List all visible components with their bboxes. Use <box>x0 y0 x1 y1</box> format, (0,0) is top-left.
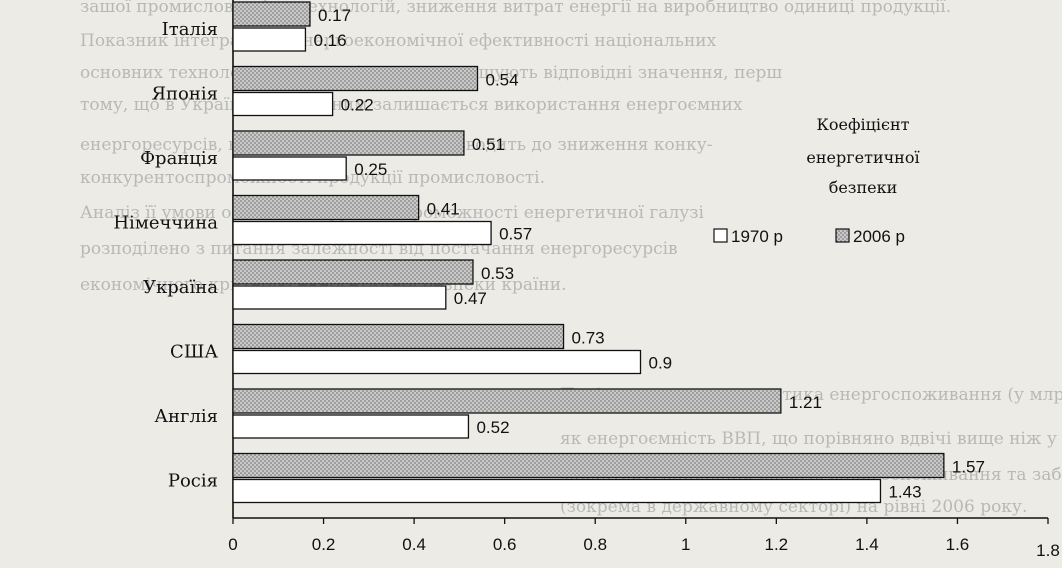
background-text-line: розподілено з питання залежності від пос… <box>80 239 678 259</box>
legend-label-2006: 2006 р <box>853 227 905 246</box>
x-tick-label: 0.6 <box>493 535 517 554</box>
background-text-line: як енергоємність ВВП, що порівняно вдвіч… <box>560 429 1062 449</box>
category-label: Німеччина <box>113 213 218 234</box>
category-label: Росія <box>168 471 218 492</box>
bar-2006 <box>232 194 420 221</box>
category-label: США <box>170 342 218 363</box>
category-label: Італія <box>162 19 218 40</box>
legend-title-line-1: Коефіцієнт <box>816 115 909 134</box>
background-text: зашої промисловості та технологій, зниже… <box>80 0 1062 517</box>
bar-2006 <box>232 65 479 92</box>
category-label: Англія <box>154 406 218 427</box>
value-label-2006: 1.21 <box>789 393 822 412</box>
bar-2006 <box>232 259 474 285</box>
bar-1970 <box>232 91 334 117</box>
bar-1970 <box>232 414 470 439</box>
value-label-1970: 0.47 <box>454 289 487 308</box>
legend-swatch-2006 <box>835 228 850 243</box>
legend-label-1970: 1970 р <box>731 227 783 246</box>
value-label-2006: 0.41 <box>427 200 460 219</box>
value-label-1970: 1.43 <box>888 483 921 502</box>
legend-swatch-1970 <box>713 228 728 243</box>
x-tick-label: 0.4 <box>402 535 426 554</box>
bar-1970 <box>232 27 307 52</box>
value-label-2006: 1.57 <box>952 458 985 477</box>
category-label: Франція <box>140 148 218 169</box>
bar-1970 <box>232 349 642 375</box>
x-tick-label: 0.8 <box>583 535 607 554</box>
x-tick-label: 1.8 <box>1036 541 1060 560</box>
bar-2006 <box>232 388 782 414</box>
bar-2006 <box>232 1 311 27</box>
x-axis-ticks: 0 0.2 0.4 0.6 0.8 1 1.2 1.4 1.6 1.8 <box>228 518 1060 560</box>
category-labels: Італія Японія Франція Німеччина Україна США Ан… <box>113 19 218 492</box>
x-tick-label: 1.4 <box>855 535 879 554</box>
value-label-1970: 0.52 <box>476 418 509 437</box>
bar-2006 <box>232 452 945 479</box>
bar-1970 <box>232 156 347 181</box>
category-label: Японія <box>152 84 218 105</box>
value-label-2006: 0.51 <box>472 135 505 154</box>
bar-1970 <box>232 220 492 246</box>
x-tick-label: 1.2 <box>765 535 789 554</box>
value-label-2006: 0.54 <box>486 71 519 90</box>
legend-title-line-2: енергетичної <box>806 148 919 167</box>
value-label-1970: 0.9 <box>649 354 673 373</box>
x-tick-label: 1 <box>681 535 690 554</box>
value-label-1970: 0.16 <box>313 31 346 50</box>
value-label-1970: 0.22 <box>341 96 374 115</box>
value-label-2006: 0.53 <box>481 264 514 283</box>
bar-1970 <box>232 478 882 504</box>
legend-title-line-3: безпеки <box>829 178 898 197</box>
x-tick-label: 1.6 <box>946 535 970 554</box>
bar-2006 <box>232 130 465 156</box>
category-label: Україна <box>143 277 218 298</box>
value-label-1970: 0.57 <box>499 225 532 244</box>
value-label-2006: 0.17 <box>318 6 351 25</box>
x-tick-label: 0 <box>228 535 237 554</box>
legend: Коефіцієнт енергетичної безпеки 1970 р 2… <box>713 115 920 246</box>
value-label-2006: 0.73 <box>572 329 605 348</box>
bar-2006 <box>232 323 565 350</box>
x-tick-label: 0.2 <box>312 535 336 554</box>
value-label-1970: 0.25 <box>354 160 387 179</box>
background-text-line: зашої промисловості та технологій, зниже… <box>80 0 951 17</box>
bars-group: 0.17 0.16 0.54 0.22 0.51 0.25 0.41 0.57 0.53 0.47… <box>232 1 985 504</box>
bar-1970 <box>232 285 447 310</box>
